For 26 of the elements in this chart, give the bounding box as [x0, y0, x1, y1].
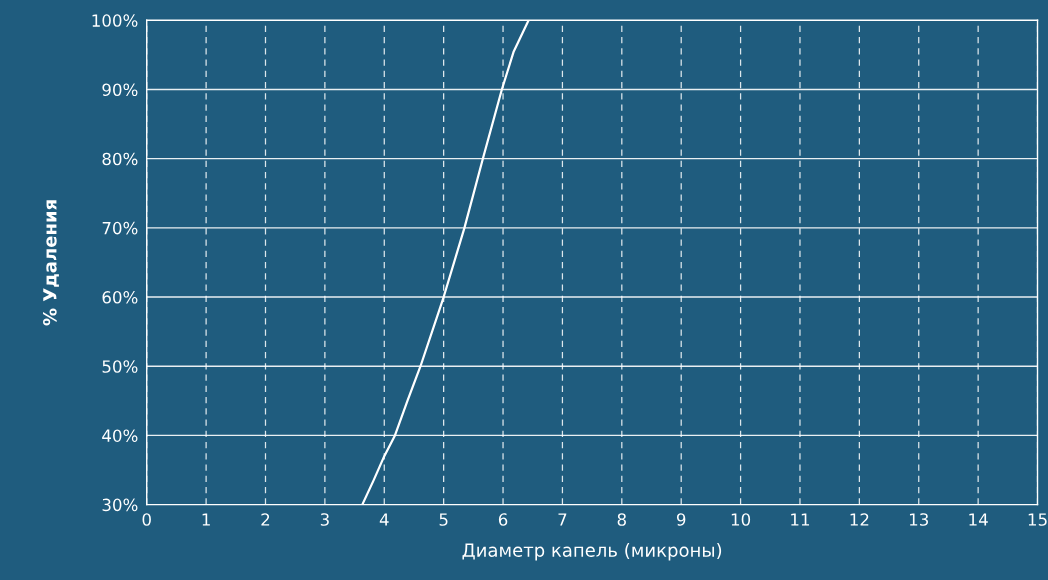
x-tick-label: 13 — [909, 513, 929, 526]
x-tick-label: 7 — [558, 513, 567, 526]
x-tick-label: 15 — [1028, 513, 1047, 526]
y-tick-label: 60% — [102, 291, 138, 304]
y-tick-label: 50% — [102, 360, 138, 373]
x-tick-label: 3 — [320, 513, 329, 526]
y-axis-title: % Удаления — [43, 200, 59, 326]
x-tick-label: 4 — [379, 513, 389, 526]
x-tick-label: 11 — [791, 513, 810, 526]
x-tick-label: 10 — [731, 513, 751, 526]
x-tick-label: 2 — [261, 513, 270, 526]
y-tick-label: 30% — [102, 498, 138, 512]
x-tick-label: 9 — [676, 513, 686, 526]
x-tick-label: 0 — [142, 513, 151, 526]
y-tick-label: 40% — [102, 429, 138, 442]
x-tick-label: 6 — [498, 513, 508, 526]
x-axis-title: Диаметр капель (микроны) — [462, 542, 722, 561]
x-tick-label: 12 — [850, 513, 869, 526]
x-tick-label: 5 — [439, 513, 448, 526]
y-tick-label: 90% — [102, 83, 138, 97]
y-tick-label: 80% — [102, 152, 138, 166]
x-tick-label: 1 — [202, 513, 210, 526]
y-tick-label: 100% — [92, 14, 138, 27]
y-tick-label: 70% — [102, 221, 138, 235]
x-tick-label: 8 — [617, 513, 626, 526]
x-tick-label: 14 — [969, 513, 988, 526]
